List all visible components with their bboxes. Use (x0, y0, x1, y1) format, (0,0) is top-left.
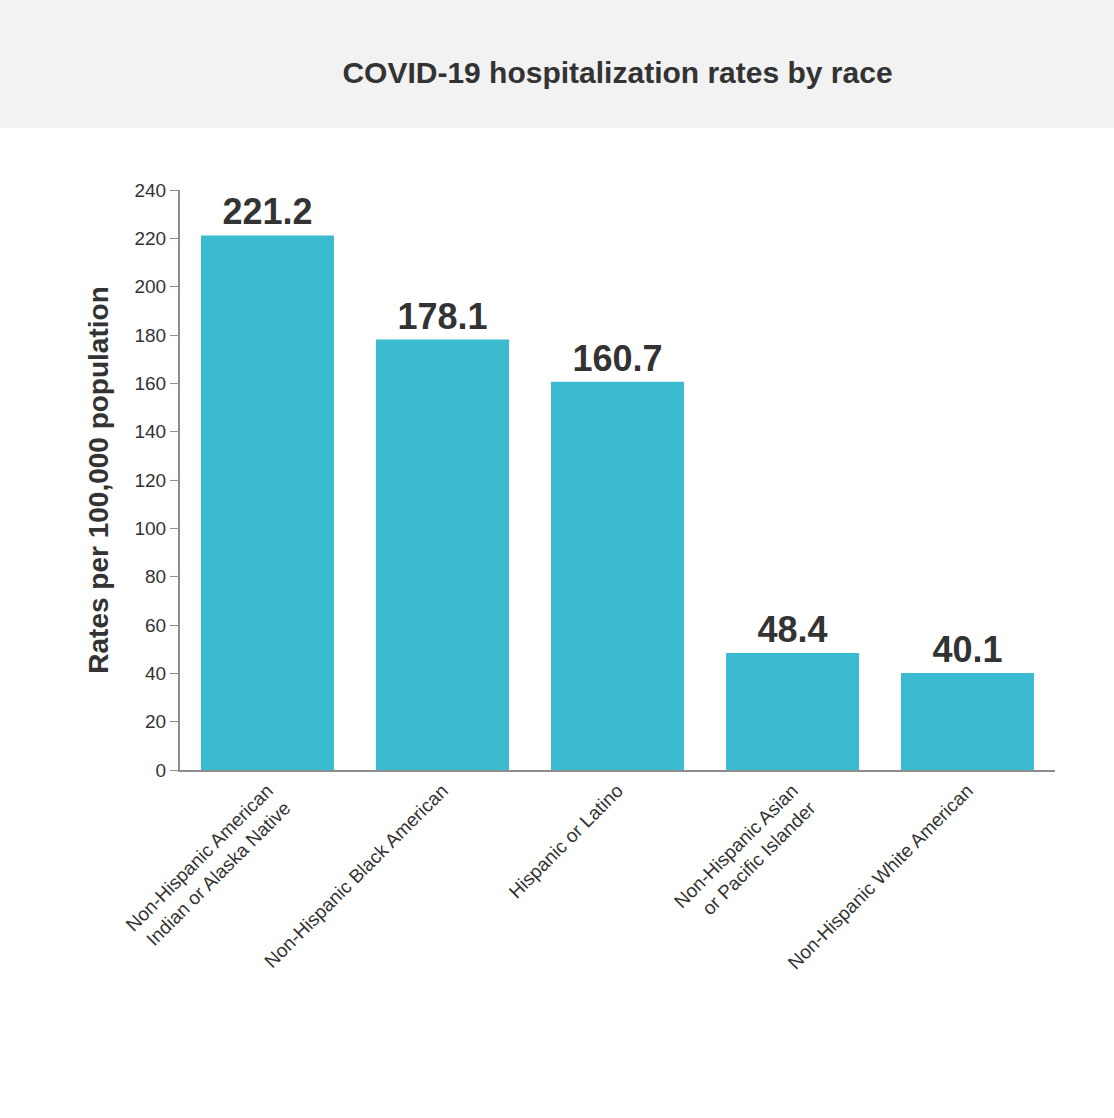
svg-text:220: 220 (134, 228, 166, 249)
svg-text:60: 60 (145, 615, 166, 636)
svg-text:160: 160 (134, 373, 166, 394)
svg-text:100: 100 (134, 518, 166, 539)
svg-text:Rates per 100,000 population: Rates per 100,000 population (83, 286, 114, 673)
svg-text:140: 140 (134, 421, 166, 442)
svg-text:Non-Hispanic AmericanIndian or: Non-Hispanic AmericanIndian or Alaska Na… (122, 780, 295, 953)
svg-text:240: 240 (134, 180, 166, 201)
svg-text:180: 180 (134, 325, 166, 346)
svg-text:160.7: 160.7 (572, 338, 662, 379)
svg-text:120: 120 (134, 470, 166, 491)
svg-text:20: 20 (145, 711, 166, 732)
svg-text:Hispanic or Latino: Hispanic or Latino (505, 780, 627, 902)
svg-text:Non-Hispanic Asianor Pacific I: Non-Hispanic Asianor Pacific Islander (670, 780, 820, 930)
svg-text:COVID-19 hospitalization rates: COVID-19 hospitalization rates by race (342, 56, 892, 89)
svg-text:178.1: 178.1 (397, 296, 487, 337)
svg-text:221.2: 221.2 (222, 191, 312, 232)
svg-text:80: 80 (145, 566, 166, 587)
svg-text:40.1: 40.1 (932, 629, 1002, 670)
svg-text:200: 200 (134, 276, 166, 297)
svg-text:0: 0 (156, 760, 167, 781)
svg-text:Non-Hispanic Black American: Non-Hispanic Black American (260, 780, 452, 972)
svg-text:48.4: 48.4 (757, 609, 827, 650)
svg-text:40: 40 (145, 663, 166, 684)
svg-text:Non-Hispanic White American: Non-Hispanic White American (784, 780, 977, 973)
